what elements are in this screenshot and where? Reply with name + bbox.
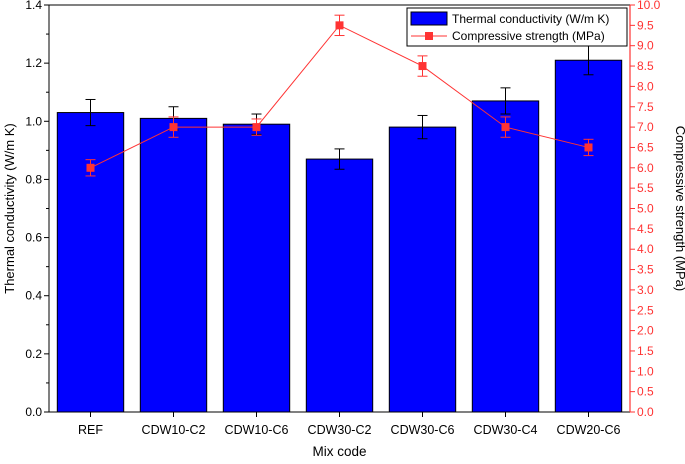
right-axis-tick-label: 9.0 <box>637 39 654 53</box>
left-axis-tick-label: 1.2 <box>25 56 42 70</box>
right-axis-tick-label: 5.0 <box>637 202 654 216</box>
bar-cdw20-c6[interactable] <box>554 59 623 413</box>
x-axis-title: Mix code <box>312 444 366 459</box>
right-axis-tick-label: 8.5 <box>637 59 654 73</box>
x-axis-tick-label: CDW10-C6 <box>225 423 289 437</box>
legend-line-label: Compressive strength (MPa) <box>452 29 605 43</box>
right-axis-tick-label: 0.0 <box>637 405 654 419</box>
bar-ref[interactable] <box>56 112 125 413</box>
compressive-strength-point[interactable] <box>418 62 427 71</box>
bar-cdw10-c2[interactable] <box>139 117 208 413</box>
right-axis-title: Compressive strength (MPa) <box>673 126 685 291</box>
left-axis-tick-label: 0.8 <box>25 172 42 186</box>
right-axis-tick-label: 8.0 <box>637 79 654 93</box>
left-axis-tick-label: 1.4 <box>25 0 42 12</box>
left-axis-tick-label: 0.6 <box>25 231 42 245</box>
right-axis-tick-label: 5.5 <box>637 181 654 195</box>
compressive-strength-point[interactable] <box>252 123 261 132</box>
right-axis-tick-label: 7.5 <box>637 100 654 114</box>
legend-line-marker <box>425 32 433 40</box>
right-axis-tick-label: 4.0 <box>637 242 654 256</box>
legend-box <box>406 7 628 47</box>
left-axis-tick-label: 1.0 <box>25 114 42 128</box>
left-axis-tick-label: 0.2 <box>25 347 42 361</box>
compressive-strength-point[interactable] <box>584 143 593 152</box>
right-axis-tick-label: 1.5 <box>637 344 654 358</box>
right-axis-tick-label: 10.0 <box>637 0 661 12</box>
left-axis-tick-label: 0.0 <box>25 405 42 419</box>
right-axis-tick-label: 4.5 <box>637 222 654 236</box>
bar-cdw30-c6[interactable] <box>388 126 457 413</box>
right-axis-tick-label: 9.5 <box>637 18 654 32</box>
compressive-strength-point[interactable] <box>501 123 510 132</box>
x-axis-tick-label: REF <box>78 423 103 437</box>
bar-cdw30-c2[interactable] <box>305 158 374 413</box>
right-axis-tick-label: 2.5 <box>637 303 654 317</box>
compressive-strength-point[interactable] <box>335 21 344 30</box>
right-axis-tick-label: 3.5 <box>637 263 654 277</box>
right-axis-tick-label: 2.0 <box>637 324 654 338</box>
x-axis-tick-label: CDW30-C4 <box>474 423 538 437</box>
legend-bar-swatch <box>410 11 448 26</box>
x-axis-tick-label: CDW10-C2 <box>142 423 206 437</box>
x-axis-tick-label: CDW20-C6 <box>557 423 621 437</box>
right-axis-tick-label: 7.0 <box>637 120 654 134</box>
left-axis-tick-label: 0.4 <box>25 289 42 303</box>
right-axis-tick-label: 6.5 <box>637 140 654 154</box>
legend-bar-label: Thermal conductivity (W/m K) <box>452 12 609 26</box>
right-axis-tick-label: 0.5 <box>637 385 654 399</box>
x-axis-tick-label: CDW30-C6 <box>391 423 455 437</box>
left-axis-title: Thermal conductivity (W/m K) <box>2 123 17 293</box>
right-axis-tick-label: 6.0 <box>637 161 654 175</box>
compressive-strength-point[interactable] <box>169 123 178 132</box>
right-axis-tick-label: 3.0 <box>637 283 654 297</box>
bar-cdw10-c6[interactable] <box>222 123 291 413</box>
bar-cdw30-c4[interactable] <box>471 100 540 413</box>
compressive-strength-point[interactable] <box>86 163 95 172</box>
x-axis-tick-label: CDW30-C2 <box>308 423 372 437</box>
right-axis-tick-label: 1.0 <box>637 364 654 378</box>
